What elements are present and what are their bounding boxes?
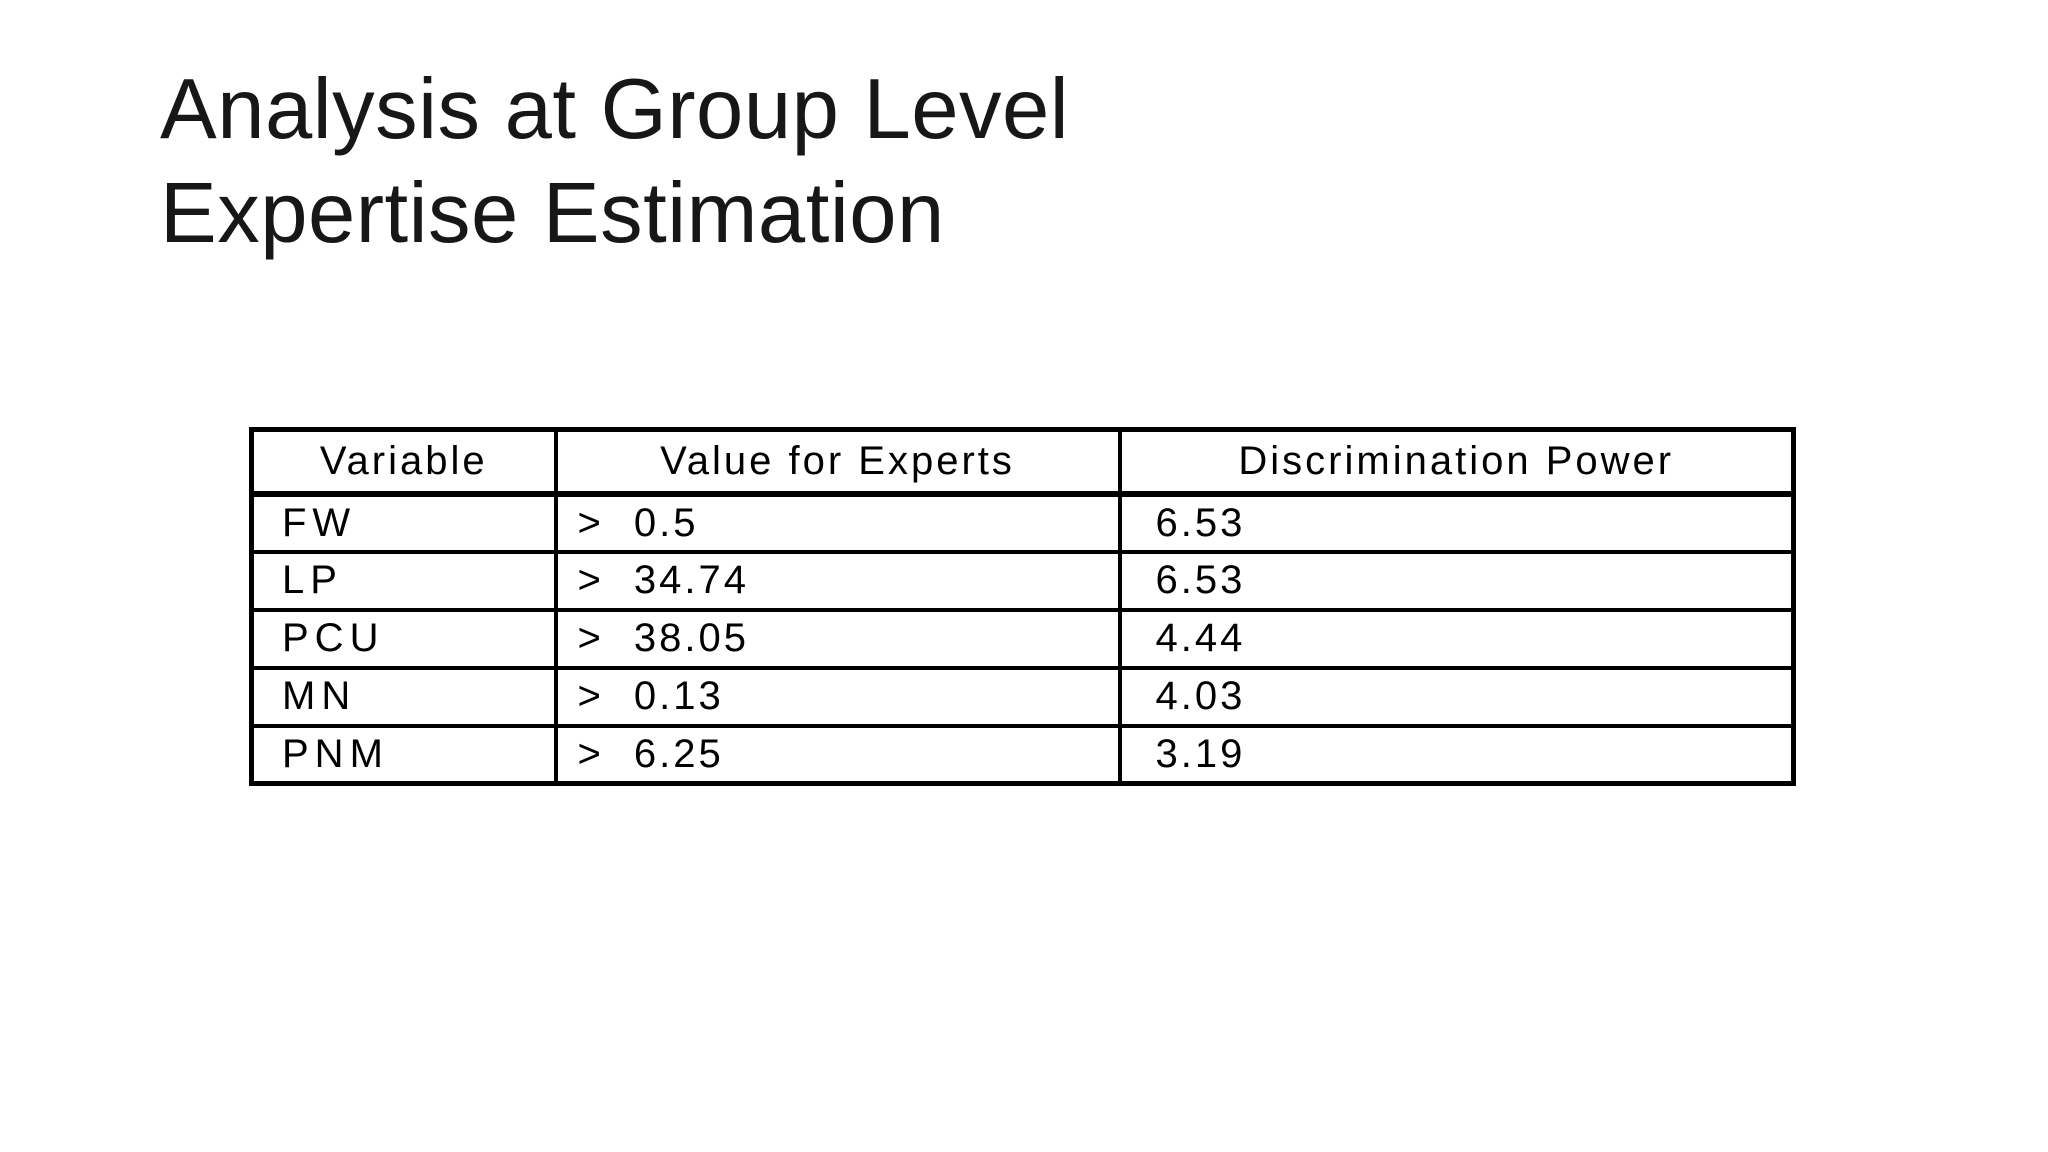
variable-cell: FW	[249, 491, 558, 554]
power-cell: 6.53	[1117, 491, 1796, 554]
power-cell: 4.03	[1117, 665, 1796, 728]
variable-cell: MN	[249, 665, 558, 728]
value-cell: >6.25	[553, 723, 1122, 786]
table-row: MN >0.13 4.03	[249, 665, 1796, 728]
value-cell: >0.13	[553, 665, 1122, 728]
table-header-row: Variable Value for Experts Discriminatio…	[249, 427, 1796, 497]
variable-cell: LP	[249, 549, 558, 612]
value-cell: >38.05	[553, 607, 1122, 670]
table-row: FW >0.5 6.53	[249, 491, 1796, 554]
power-cell: 3.19	[1117, 723, 1796, 786]
value-cell: >0.5	[553, 491, 1122, 554]
value-operator: >	[577, 558, 604, 602]
variable-cell: PNM	[249, 723, 558, 786]
value-cell: >34.74	[553, 549, 1122, 612]
table-row: LP >34.74 6.53	[249, 549, 1796, 612]
value-operator: >	[577, 616, 604, 660]
variable-cell: PCU	[249, 607, 558, 670]
power-cell: 4.44	[1117, 607, 1796, 670]
power-cell: 6.53	[1117, 549, 1796, 612]
value-operator: >	[577, 500, 604, 545]
column-header-value-for-experts: Value for Experts	[553, 427, 1122, 497]
column-header-discrimination-power: Discrimination Power	[1117, 427, 1796, 497]
value-number: 0.5	[633, 500, 699, 545]
column-header-variable: Variable	[249, 427, 558, 497]
expertise-table: Variable Value for Experts Discriminatio…	[249, 427, 1796, 786]
value-operator: >	[577, 674, 604, 718]
title-line-2: Expertise Estimation	[160, 166, 945, 261]
table-row: PCU >38.05 4.44	[249, 607, 1796, 670]
slide-title: Analysis at Group Level Expertise Estima…	[160, 58, 1069, 266]
title-line-1: Analysis at Group Level	[160, 62, 1070, 157]
value-number: 34.74	[633, 558, 749, 602]
value-operator: >	[577, 731, 604, 776]
value-number: 6.25	[633, 731, 724, 776]
value-number: 38.05	[633, 616, 749, 660]
table-row: PNM >6.25 3.19	[249, 723, 1796, 786]
value-number: 0.13	[633, 674, 724, 718]
